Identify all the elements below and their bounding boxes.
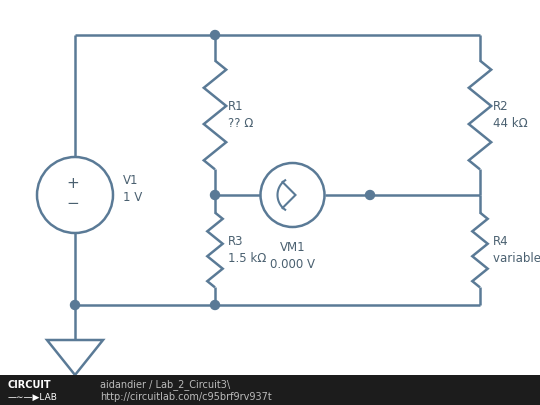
Circle shape [71,301,79,309]
Circle shape [211,190,219,200]
Text: R2
44 kΩ: R2 44 kΩ [493,100,528,130]
Text: CIRCUIT: CIRCUIT [8,380,52,390]
Text: −: − [66,196,79,211]
Text: aidandier / Lab_2_Circuit3\: aidandier / Lab_2_Circuit3\ [100,379,230,390]
Text: http://circuitlab.com/c95brf9rv937t: http://circuitlab.com/c95brf9rv937t [100,392,272,402]
Text: R4
variable Ω: R4 variable Ω [493,235,540,265]
Text: V1
1 V: V1 1 V [123,174,142,204]
Circle shape [37,157,113,233]
Circle shape [211,30,219,40]
Circle shape [366,190,375,200]
Circle shape [211,301,219,309]
Bar [0,375,540,405]
Text: —∼—▶LAB: —∼—▶LAB [8,392,58,401]
Text: VM1
0.000 V: VM1 0.000 V [270,241,315,271]
Text: R3
1.5 kΩ: R3 1.5 kΩ [228,235,266,265]
Text: +: + [66,177,79,192]
Circle shape [260,163,325,227]
Text: R1
?? Ω: R1 ?? Ω [228,100,253,130]
